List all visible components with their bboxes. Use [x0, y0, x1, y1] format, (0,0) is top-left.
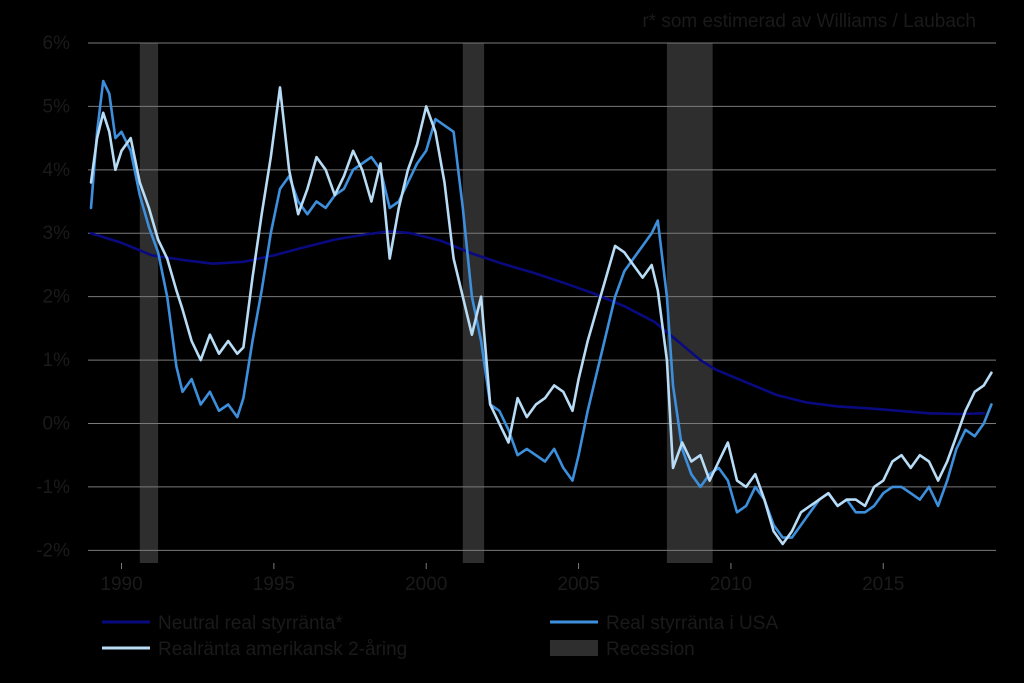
y-tick-label: -2% — [36, 540, 70, 561]
recession-band-3 — [666, 43, 713, 563]
chart-subtitle: r* som estimerad av Williams / Laubach — [642, 11, 976, 32]
recession-bands — [139, 43, 713, 563]
x-tick-label: 1995 — [253, 574, 295, 595]
legend-swatch-recession — [550, 640, 598, 656]
series-lines — [89, 79, 993, 546]
y-tick-label: 2% — [43, 287, 71, 308]
legend-label: Real styrränta i USA — [606, 613, 778, 634]
legend: Neutral real styrränta* Real styrränta i … — [102, 613, 778, 660]
y-tick-label: 6% — [43, 33, 71, 54]
y-tick-label: 1% — [43, 350, 71, 371]
series-line-two-year — [89, 86, 993, 546]
x-tick-label: 2005 — [557, 574, 599, 595]
gridlines — [88, 42, 996, 551]
series-line-neutral — [89, 230, 986, 416]
legend-label: Recession — [606, 639, 695, 660]
legend-label: Realränta amerikansk 2-åring — [158, 639, 407, 660]
legend-label: Neutral real styrränta* — [158, 613, 343, 634]
y-tick-label: 0% — [43, 413, 71, 434]
x-tick-label: 2010 — [710, 574, 752, 595]
recession-band-1 — [139, 43, 159, 563]
y-axis-ticks: 6% 5% 4% 3% 2% 1% 0% -1% -2% — [36, 33, 70, 561]
x-axis-ticks: 1990 1995 2000 2005 2010 2015 — [100, 563, 904, 595]
y-tick-label: 3% — [43, 223, 71, 244]
x-tick-label: 1990 — [100, 574, 142, 595]
x-tick-label: 2000 — [405, 574, 447, 595]
y-tick-label: 5% — [43, 96, 71, 117]
x-tick-label: 2015 — [862, 574, 904, 595]
y-tick-label: -1% — [36, 477, 70, 498]
y-tick-label: 4% — [43, 160, 71, 181]
